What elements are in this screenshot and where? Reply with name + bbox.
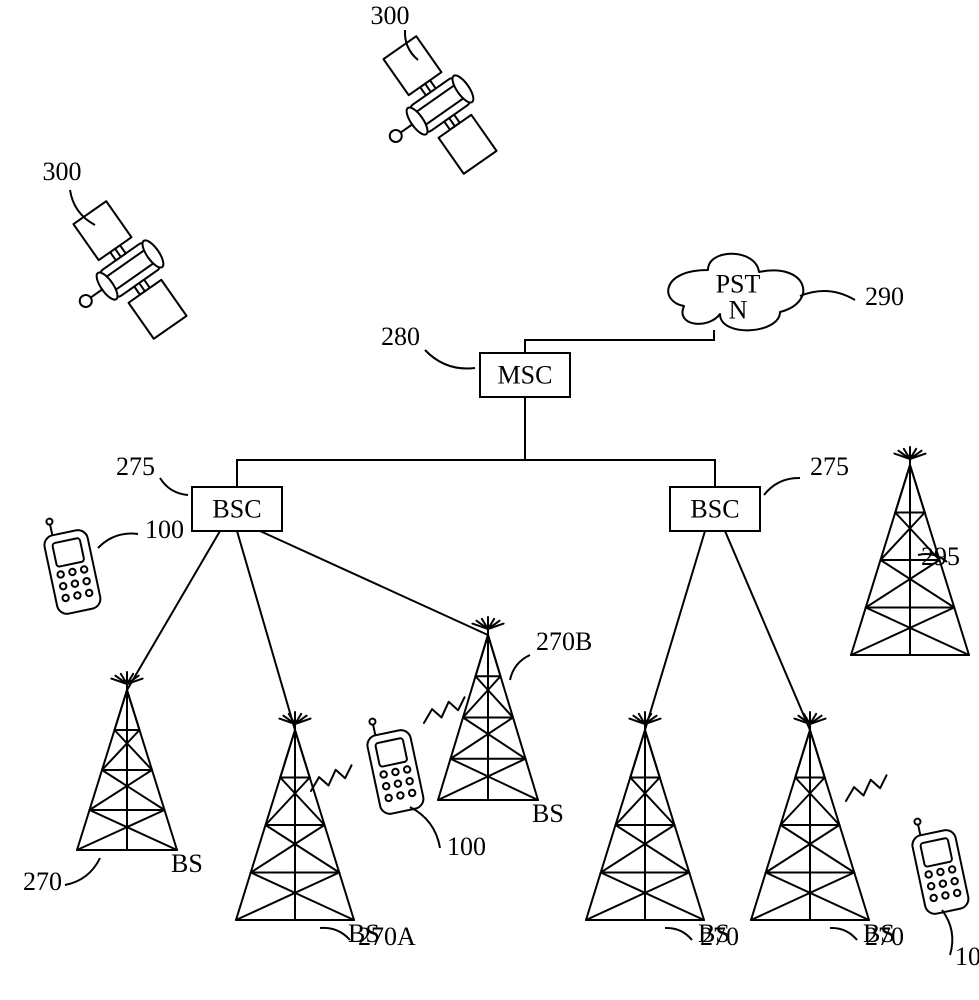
ref-label: 275 <box>116 452 155 481</box>
ref-label: 100 <box>145 515 184 544</box>
ref-leader <box>410 807 440 848</box>
phone-icon <box>39 512 102 616</box>
ref-leader <box>425 350 475 368</box>
ref-leader <box>98 534 138 548</box>
ref-label: 270B <box>536 627 592 656</box>
ref-leader <box>510 655 530 680</box>
ref-label: 300 <box>43 157 82 186</box>
ref-label: 290 <box>865 282 904 311</box>
tower-icon <box>236 712 354 920</box>
ref-label: 270 <box>865 922 904 951</box>
ref-leader <box>764 478 800 495</box>
bsc_r-label: BSC <box>690 495 739 524</box>
ref-leader <box>830 928 857 940</box>
pstn-cloud-label-2: N <box>729 296 748 325</box>
ref-label: 275 <box>810 452 849 481</box>
connection-line <box>237 460 525 487</box>
phone-icon <box>907 812 970 916</box>
ref-leader <box>942 910 952 955</box>
ref-leader <box>320 928 350 940</box>
tower-icon <box>751 712 869 920</box>
pstn-cloud-label-1: PST <box>716 270 761 299</box>
tower-bs-label: BS <box>171 849 203 878</box>
connection-line <box>127 531 220 690</box>
ref-leader <box>160 478 188 495</box>
tower-icon <box>438 617 538 800</box>
connection-line <box>525 460 715 487</box>
msc-label: MSC <box>498 361 553 390</box>
connection-line <box>237 531 295 730</box>
ref-leader <box>800 291 855 300</box>
connection-line <box>645 531 705 730</box>
signal-icon <box>842 770 891 806</box>
connection-line <box>260 531 488 635</box>
ref-label: 100 <box>447 832 486 861</box>
ref-leader <box>665 928 692 940</box>
ref-label: 270 <box>700 922 739 951</box>
connection-line <box>525 330 714 353</box>
satellite-icon <box>41 193 198 362</box>
ref-label: 270A <box>358 922 416 951</box>
tower-bs-label: BS <box>532 799 564 828</box>
connection-line <box>725 531 810 730</box>
satellite-icon <box>351 28 508 197</box>
phone-icon <box>362 712 425 816</box>
tower-icon <box>77 672 177 850</box>
bsc_l-label: BSC <box>212 495 261 524</box>
ref-label: 295 <box>921 542 960 571</box>
ref-label: 100 <box>955 942 979 971</box>
ref-leader <box>65 858 100 885</box>
tower-icon <box>586 712 704 920</box>
ref-label: 270 <box>23 867 62 896</box>
ref-label: 300 <box>371 1 410 30</box>
ref-label: 280 <box>381 322 420 351</box>
